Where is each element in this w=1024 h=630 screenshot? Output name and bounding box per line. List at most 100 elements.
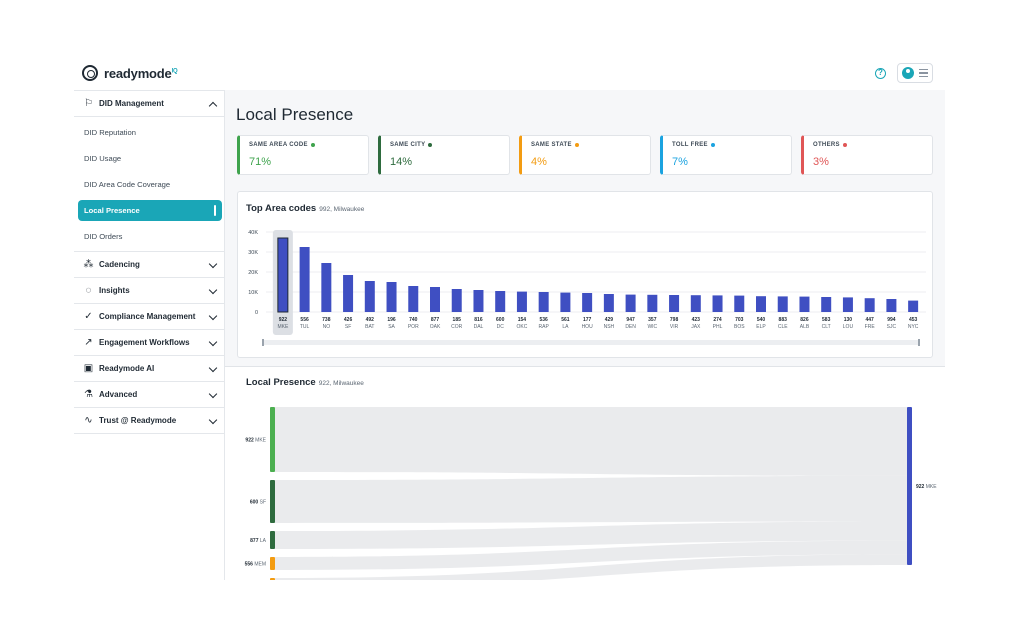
flask-icon: ⚗	[84, 389, 93, 400]
sidebar-item-did-orders[interactable]: DID Orders	[84, 232, 123, 241]
sidebar-section-label: Compliance Management	[99, 312, 196, 321]
bar-okc[interactable]	[516, 291, 527, 312]
sidebar-section-insights[interactable]: ◌ Insights	[74, 278, 225, 304]
active-indicator	[214, 205, 216, 216]
bar-alb[interactable]	[799, 296, 810, 312]
bar-oak[interactable]	[430, 287, 440, 312]
flag-icon: ⚐	[84, 98, 93, 109]
bar-la[interactable]	[560, 292, 571, 312]
y-tick-label: 0	[255, 310, 258, 316]
local-presence-title: Local Presence 922, Milwaukee	[246, 377, 364, 388]
kpi-card-same-area-code: SAME AREA CODE 71%	[237, 135, 369, 175]
sankey-link-mem	[275, 540, 907, 570]
sankey-node-la[interactable]	[270, 531, 275, 549]
x-tick-city: NYC	[908, 324, 919, 330]
sidebar-section-label: Advanced	[99, 390, 138, 399]
sidebar-section-did-management[interactable]: ⚐ DID Management	[74, 91, 225, 117]
sidebar-section-cadencing[interactable]: ⁂ Cadencing	[74, 252, 225, 278]
sankey-node-sf[interactable]	[270, 480, 275, 523]
sankey-link-sf	[275, 475, 907, 523]
sidebar-section-compliance-management[interactable]: ✓ Compliance Management	[74, 304, 225, 330]
x-tick-code: 154	[518, 317, 527, 323]
kpi-value: 3%	[813, 156, 829, 168]
sidebar-section-readymode-ai[interactable]: ▣ Readymode AI	[74, 356, 225, 382]
bar-mke[interactable]	[277, 237, 289, 313]
x-tick-city: VIR	[670, 324, 679, 330]
chevron-down-icon	[208, 415, 218, 425]
bar-bos[interactable]	[734, 295, 745, 312]
x-tick-city: LA	[562, 324, 569, 330]
bar-cor[interactable]	[451, 289, 462, 312]
x-tick-code: 130	[844, 317, 853, 323]
x-tick-city: COR	[451, 324, 463, 330]
x-tick-code: 447	[865, 317, 874, 323]
bar-sjc[interactable]	[886, 299, 897, 312]
nodes-icon: ⁂	[83, 259, 94, 270]
x-tick-city: ELP	[756, 324, 766, 330]
sankey-node-mke[interactable]	[270, 407, 275, 472]
sidebar-section-trust-readymode[interactable]: ∿ Trust @ Readymode	[74, 408, 225, 434]
bar-wic[interactable]	[647, 294, 658, 312]
help-icon[interactable]: ?	[875, 68, 886, 79]
bar-nyc[interactable]	[908, 300, 919, 312]
user-menu-button[interactable]	[897, 63, 933, 83]
x-tick-city: HOU	[582, 324, 594, 330]
sankey-link-lou	[275, 554, 907, 580]
bar-cle[interactable]	[777, 296, 788, 312]
bar-lou[interactable]	[842, 297, 853, 312]
scrollbar-handle-left[interactable]	[262, 339, 264, 346]
sidebar-item-did-reputation[interactable]: DID Reputation	[84, 128, 136, 137]
x-tick-code: 274	[713, 317, 722, 323]
bar-no[interactable]	[321, 263, 332, 312]
kpi-label: SAME AREA CODE	[249, 142, 315, 148]
readymode-logo-icon	[82, 65, 98, 81]
x-tick-city: OAK	[430, 324, 441, 330]
sidebar-section-label: Trust @ Readymode	[99, 416, 177, 425]
bar-den[interactable]	[625, 294, 636, 312]
sankey-node-label: 600 SF	[250, 500, 266, 506]
bar-bat[interactable]	[364, 281, 375, 312]
sidebar-item-did-area-code-coverage[interactable]: DID Area Code Coverage	[84, 180, 171, 189]
bar-elp[interactable]	[756, 296, 766, 312]
bar-nsh[interactable]	[603, 294, 614, 312]
sidebar-section-advanced[interactable]: ⚗ Advanced	[74, 382, 225, 408]
y-tick-label: 40K	[248, 230, 258, 236]
bar-phl[interactable]	[712, 295, 723, 312]
sidebar-section-engagement-workflows[interactable]: ↗ Engagement Workflows	[74, 330, 225, 356]
x-tick-code: 492	[366, 317, 375, 323]
kpi-label: TOLL FREE	[672, 142, 715, 148]
x-tick-code: 816	[474, 317, 483, 323]
chevron-down-icon	[208, 337, 218, 347]
bar-vir[interactable]	[669, 295, 680, 312]
x-tick-code: 185	[453, 317, 462, 323]
check-circle-icon: ✓	[84, 311, 93, 322]
x-tick-city: DEN	[625, 324, 636, 330]
sidebar-item-did-usage[interactable]: DID Usage	[84, 154, 122, 163]
x-tick-code: 994	[887, 317, 896, 323]
bar-tul[interactable]	[299, 247, 310, 312]
x-tick-code: 540	[757, 317, 766, 323]
page-title: Local Presence	[236, 105, 354, 124]
kpi-card-same-state: SAME STATE 4%	[519, 135, 651, 175]
x-tick-code: 536	[539, 317, 548, 323]
bar-hou[interactable]	[582, 293, 593, 312]
bar-fre[interactable]	[864, 298, 875, 312]
bar-dal[interactable]	[473, 290, 484, 312]
readymode-logo[interactable]: readymodeIQ	[82, 65, 178, 81]
kpi-label: SAME CITY	[390, 142, 433, 148]
sidebar-section-label: Cadencing	[99, 260, 140, 269]
sankey-node-mem[interactable]	[270, 557, 275, 570]
bar-rap[interactable]	[538, 292, 549, 312]
scrollbar-handle-right[interactable]	[918, 339, 920, 346]
x-tick-code: 583	[822, 317, 831, 323]
bar-dc[interactable]	[495, 291, 506, 312]
sankey-target-node[interactable]	[907, 407, 912, 565]
sankey-node-lou[interactable]	[270, 578, 275, 580]
bar-jax[interactable]	[690, 295, 701, 312]
bar-por[interactable]	[408, 286, 419, 312]
x-tick-code: 798	[670, 317, 679, 323]
bar-clt[interactable]	[821, 297, 832, 312]
bar-sf[interactable]	[343, 275, 354, 312]
sidebar-item-local-presence[interactable]: Local Presence	[78, 200, 222, 221]
bar-sa[interactable]	[386, 282, 397, 312]
